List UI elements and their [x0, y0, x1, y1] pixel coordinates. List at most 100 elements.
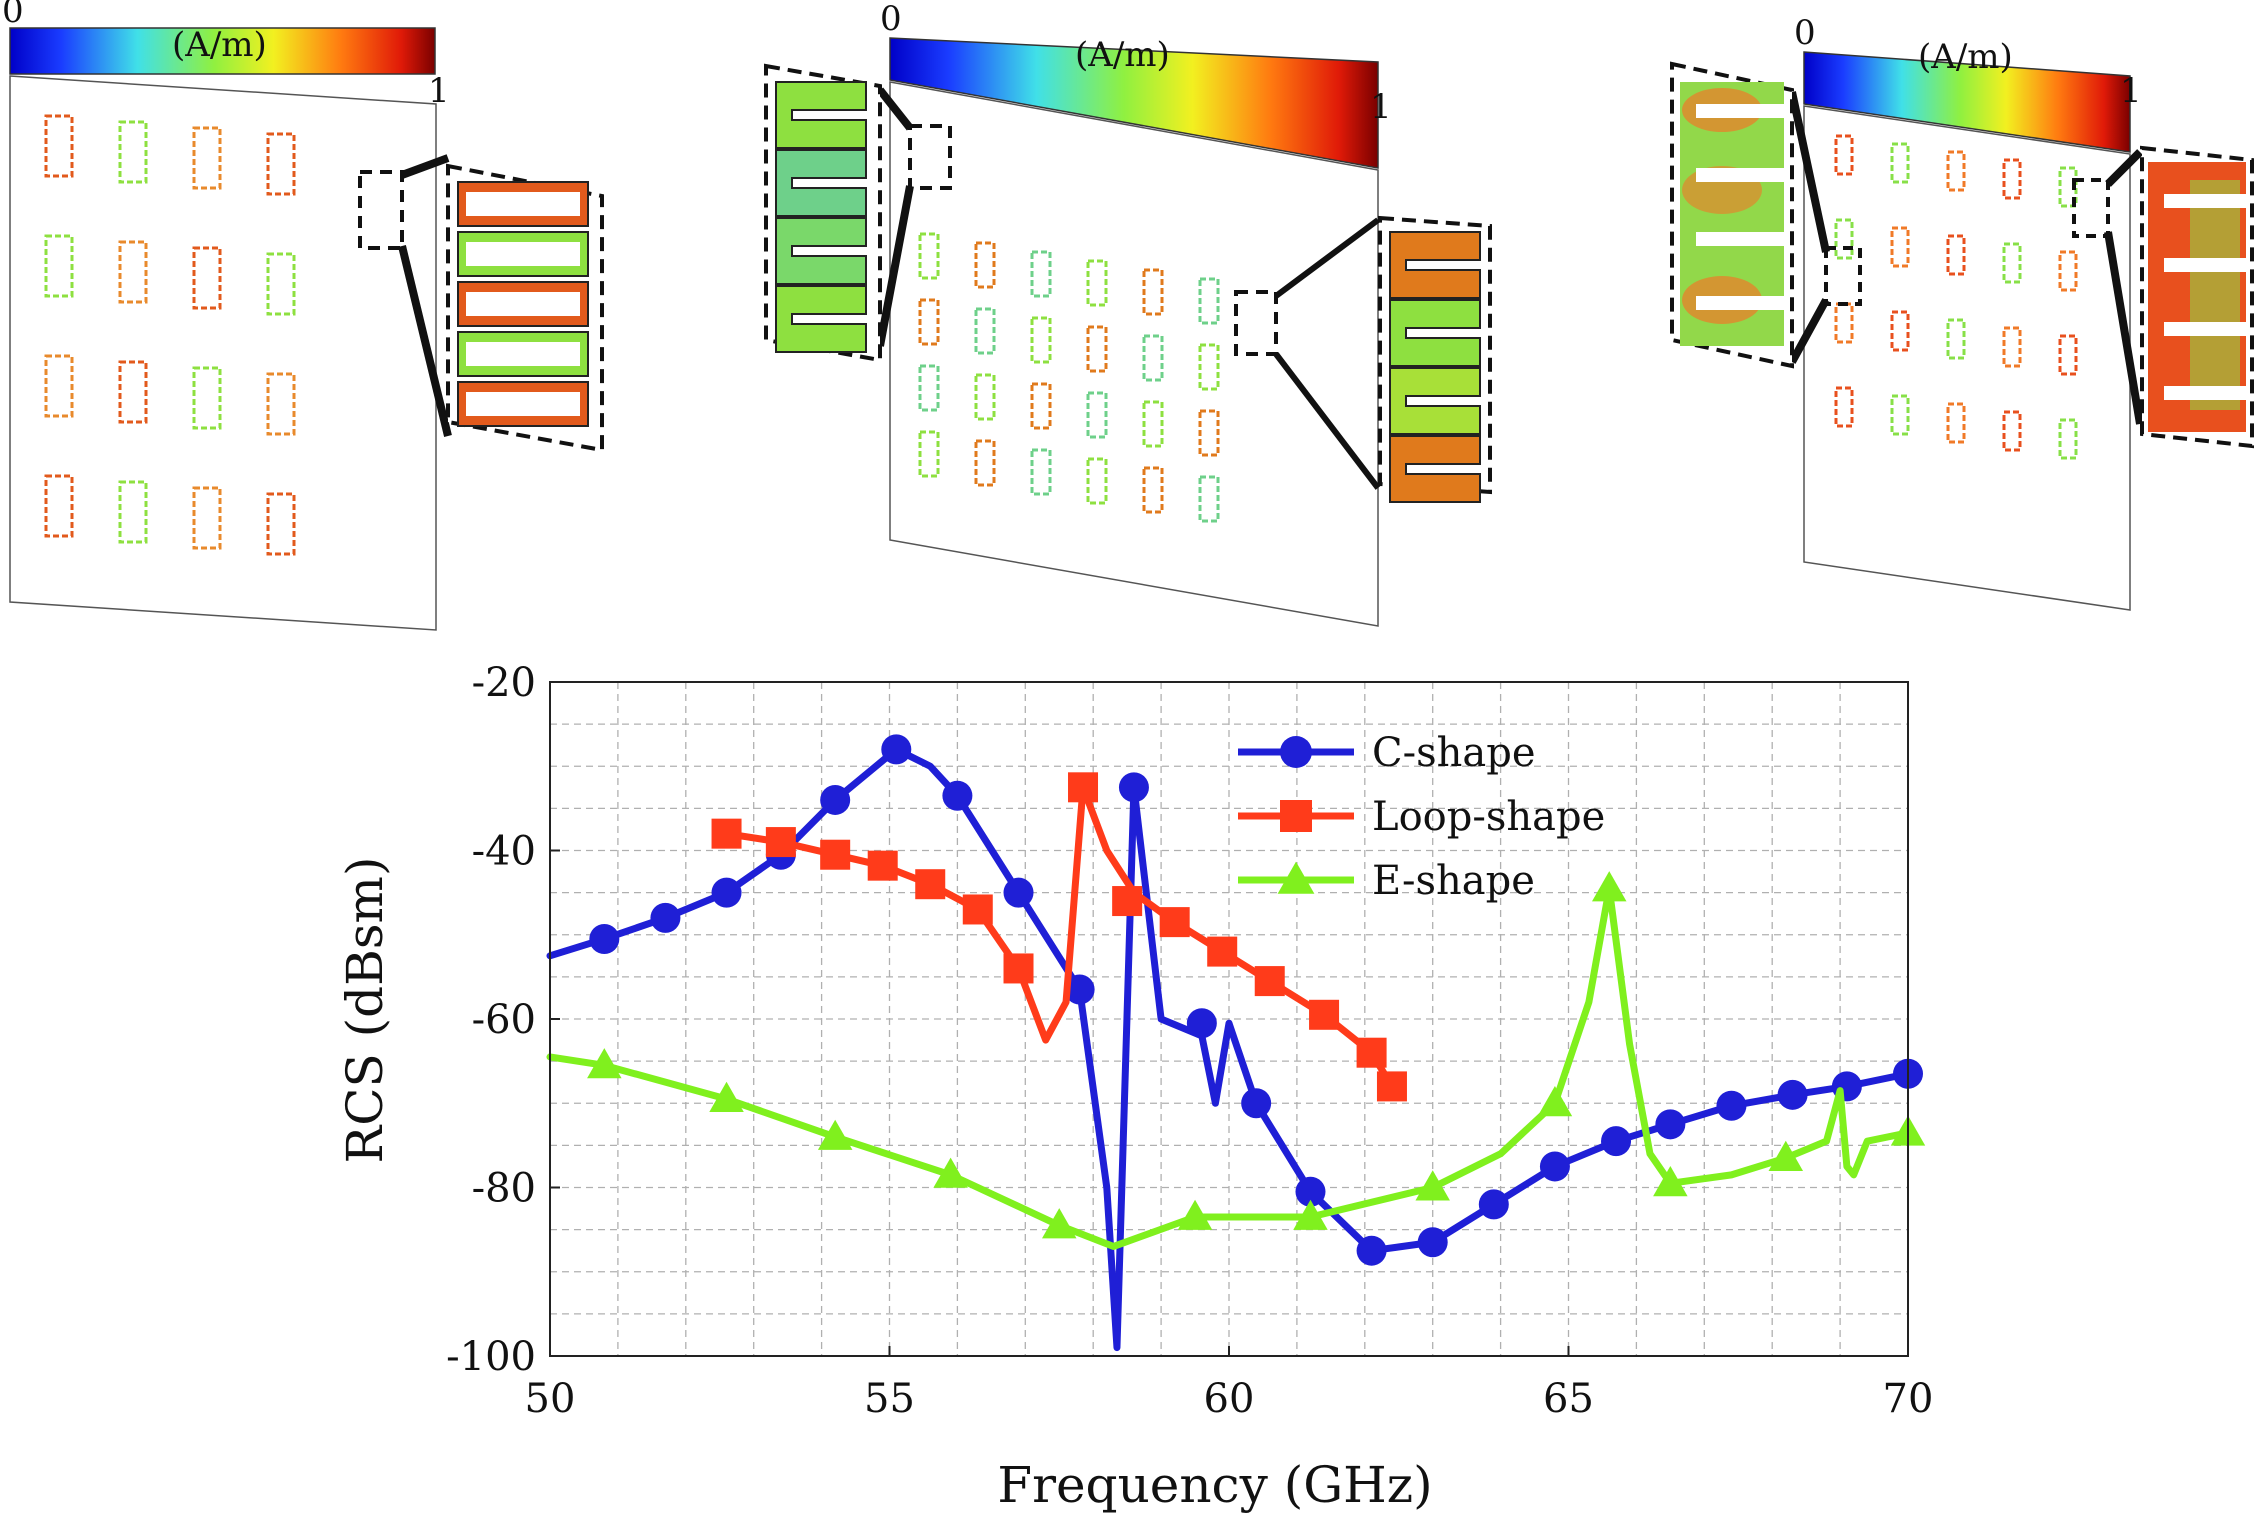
- unit-cell: [44, 474, 74, 538]
- unit-cell: [192, 366, 222, 430]
- panel-3-zoom-line: [2105, 149, 2143, 187]
- unit-cell: [1198, 277, 1220, 325]
- legend: C-shape Loop-shape E-shape: [1238, 730, 1605, 904]
- data-point: [1601, 1126, 1632, 1157]
- unit-cell: [974, 439, 996, 487]
- data-point: [1003, 953, 1034, 984]
- unit-cell: [192, 246, 222, 310]
- panel-1-colorbar-min: 0: [2, 0, 24, 31]
- data-point: [962, 894, 993, 925]
- panel-2-colorbar-unit: (A/m): [1075, 35, 1170, 75]
- panel-1-sheet: [9, 75, 437, 631]
- unit-cell: [974, 307, 996, 355]
- x-tick-label: 60: [1204, 1376, 1255, 1422]
- unit-cell: [1086, 259, 1108, 307]
- unit-cell: [1030, 448, 1052, 496]
- panel-2-zoom-line: [876, 185, 914, 347]
- y-tick-label: -100: [446, 1334, 536, 1380]
- legend-label: Loop-shape: [1372, 794, 1605, 840]
- panel-1-highlight-box: [358, 170, 404, 250]
- unit-cell: [1030, 382, 1052, 430]
- panel-2: 0 (A/m) 1: [764, 0, 1492, 627]
- data-point: [1415, 1170, 1450, 1201]
- unit-cell: [118, 480, 148, 544]
- data-point: [1376, 1071, 1407, 1102]
- unit-cell: [974, 373, 996, 421]
- data-point: [589, 923, 620, 954]
- data-point: [820, 784, 851, 815]
- y-tick-labels: -100 -80 -60 -40 -20: [446, 660, 560, 1380]
- series-e-shape: [546, 871, 1926, 1250]
- panel-2-unit-cells: [918, 232, 1220, 523]
- unit-cell: [192, 486, 222, 550]
- unit-cell: [918, 232, 940, 280]
- panel-2-sheet: [889, 81, 1379, 627]
- panel-1-unit-cells: [44, 114, 296, 556]
- data-point: [711, 818, 742, 849]
- panel-1-zoom-line: [398, 245, 452, 437]
- data-point: [1177, 1199, 1213, 1230]
- panel-1-colorbar-max: 1: [428, 71, 450, 111]
- unit-cell: [1142, 334, 1164, 382]
- panel-2-zoom-line: [1274, 217, 1380, 299]
- unit-cell: [918, 364, 940, 412]
- data-point: [1295, 1176, 1326, 1207]
- data-point: [1655, 1109, 1686, 1140]
- data-point: [1186, 1008, 1217, 1039]
- unit-cell: [266, 132, 296, 196]
- panel-3-highlight-box: [2072, 178, 2110, 238]
- panel-3-colorbar-max: 1: [2120, 71, 2142, 111]
- data-point: [1356, 1037, 1387, 1068]
- data-point: [1207, 936, 1238, 967]
- unit-cell: [1086, 391, 1108, 439]
- x-tick-label: 50: [525, 1376, 576, 1422]
- data-point: [1064, 974, 1095, 1005]
- panel-2-colorbar-max: 1: [1370, 87, 1392, 127]
- unit-cell: [1030, 316, 1052, 364]
- data-point: [933, 1157, 968, 1188]
- unit-cell: [44, 354, 74, 418]
- legend-swatch-marker: [1280, 800, 1312, 832]
- data-point: [1309, 999, 1340, 1030]
- unit-cell: [192, 126, 222, 190]
- data-point: [1653, 1166, 1688, 1197]
- data-point: [820, 839, 851, 870]
- y-axis-label: RCS (dBsm): [336, 857, 394, 1164]
- y-tick-label: -60: [472, 997, 536, 1043]
- panel-2-zoom-inset-right: [1378, 215, 1492, 503]
- unit-cell: [1086, 325, 1108, 373]
- unit-cell: [918, 430, 940, 478]
- rcs-chart: 50 55 60 65 70 -100 -80 -60 -40 -20 Frequency (G…: [336, 660, 1933, 1514]
- unit-cell: [918, 298, 940, 346]
- x-tick-label: 55: [864, 1376, 915, 1422]
- data-point: [915, 869, 946, 900]
- legend-label: E-shape: [1372, 858, 1535, 904]
- data-point: [1293, 1199, 1328, 1230]
- panel-3-highlight-box: [1824, 246, 1862, 306]
- x-tick-label: 65: [1543, 1376, 1594, 1422]
- panel-2-highlight-box: [908, 124, 952, 190]
- panel-3-colorbar-unit: (A/m): [1918, 37, 2013, 77]
- unit-cell: [118, 360, 148, 424]
- panel-3-zoom-inset-left: [1670, 61, 1794, 369]
- data-point: [1068, 772, 1099, 803]
- data-point: [587, 1048, 622, 1079]
- data-point: [1539, 1151, 1570, 1182]
- data-point: [1417, 1227, 1448, 1258]
- data-point: [1768, 1140, 1804, 1171]
- data-point: [1478, 1189, 1509, 1220]
- panel-2-colorbar-min: 0: [880, 0, 902, 39]
- data-point: [765, 827, 796, 858]
- unit-cell: [1198, 409, 1220, 457]
- panel-3-zoom-line: [1788, 298, 1830, 364]
- unit-cell: [266, 372, 296, 436]
- unit-cell: [44, 114, 74, 178]
- y-tick-label: -40: [472, 829, 536, 875]
- panel-1-colorbar-unit: (A/m): [172, 25, 267, 65]
- unit-cell: [266, 492, 296, 556]
- panel-1-zoom-line: [400, 154, 450, 179]
- panel-3: 0 (A/m) 1: [1670, 13, 2254, 611]
- unit-cell: [1198, 343, 1220, 391]
- panel-3-sheet: [1803, 105, 2131, 611]
- unit-cell: [266, 252, 296, 316]
